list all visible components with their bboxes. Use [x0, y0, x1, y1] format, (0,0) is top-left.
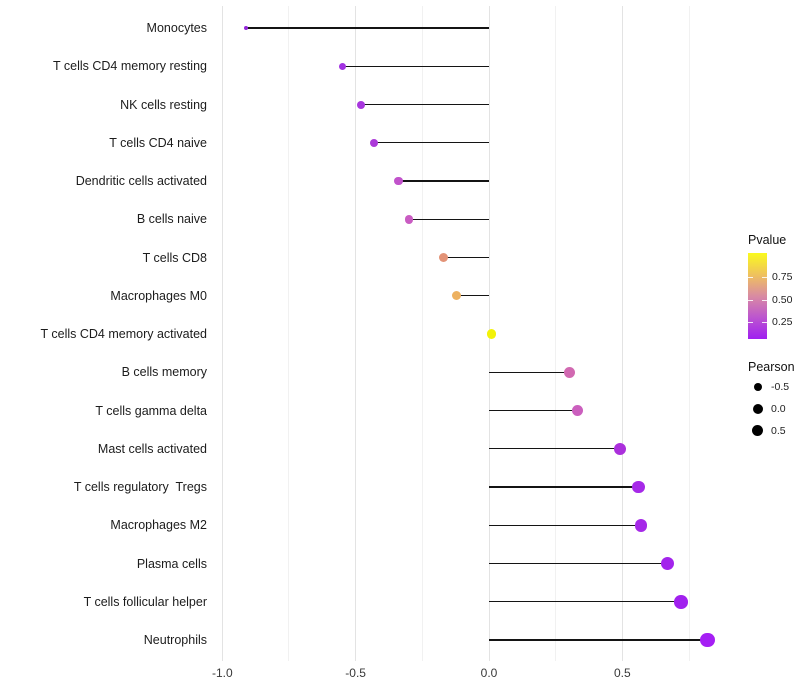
gridline-minor: [288, 6, 290, 661]
size-legend-dot: [752, 404, 763, 414]
x-axis-tick-label: 0.0: [480, 666, 498, 680]
category-label: Neutrophils: [143, 633, 207, 647]
gridline-minor: [421, 6, 423, 661]
category-label: B cells memory: [121, 365, 207, 380]
size-legend-label: 0.0: [771, 403, 786, 415]
colorbar-tick-mark: [762, 277, 767, 278]
category-label: T cells CD4 memory activated: [40, 327, 208, 341]
lollipop-dot: [613, 442, 626, 455]
lollipop-dot: [394, 176, 403, 186]
gridline-major: [221, 6, 223, 661]
lollipop-stem: [246, 27, 489, 29]
lollipop-dot: [486, 329, 497, 339]
colorbar-tick-label: 0.50: [772, 293, 793, 306]
lollipop-dot: [700, 632, 715, 648]
lollipop-stem: [374, 142, 489, 144]
lollipop-dot: [356, 100, 365, 109]
lollipop-dot: [338, 62, 347, 70]
size-legend-label: 0.5: [771, 424, 786, 437]
colorbar-tick-mark: [748, 299, 753, 301]
category-label: Dendritic cells activated: [75, 174, 207, 188]
colorbar-tick-label: 0.25: [772, 316, 793, 328]
x-axis-tick-label: -1.0: [211, 666, 233, 680]
lollipop-dot: [439, 253, 449, 262]
lollipop-stem: [489, 639, 708, 641]
lollipop-stem: [489, 371, 569, 373]
category-label: T cells follicular helper: [83, 594, 207, 609]
x-axis-tick-label: -0.5: [345, 666, 366, 680]
lollipop-dot: [661, 557, 675, 570]
lollipop-dot: [674, 595, 688, 609]
color-legend-title: Pvalue: [748, 233, 787, 247]
lollipop-dot: [370, 138, 379, 147]
category-label: T cells CD4 naive: [109, 135, 207, 150]
lollipop-stem: [489, 524, 642, 526]
lollipop-stem: [489, 562, 668, 565]
pvalue-colorbar: [748, 253, 767, 339]
category-label: B cells naive: [136, 212, 207, 227]
lollipop-dot: [244, 26, 249, 30]
x-axis-tick-label: 0.5: [614, 666, 631, 680]
category-label: Macrophages M2: [110, 518, 207, 533]
category-label: Plasma cells: [136, 556, 207, 571]
size-legend-title: Pearson: [748, 360, 795, 374]
gridline-major: [621, 6, 623, 661]
lollipop-stem: [456, 295, 489, 297]
size-legend-dot: [753, 383, 762, 391]
lollipop-dot: [634, 519, 648, 532]
category-label: T cells CD4 memory resting: [53, 59, 207, 74]
lollipop-dot: [571, 405, 583, 416]
lollipop-dot: [404, 215, 414, 224]
category-label: NK cells resting: [120, 97, 207, 112]
colorbar-tick-mark: [748, 277, 753, 278]
gridline-major: [355, 6, 357, 661]
lollipop-stem: [489, 448, 620, 450]
lollipop-stem: [398, 180, 489, 182]
gridline-minor: [688, 6, 690, 661]
colorbar-tick-mark: [762, 299, 767, 301]
category-label: Monocytes: [146, 21, 207, 35]
lollipop-stem: [443, 256, 489, 259]
size-legend-dot: [751, 424, 764, 437]
category-label: Mast cells activated: [97, 441, 207, 456]
lollipop-stem: [360, 103, 489, 106]
colorbar-tick-mark: [748, 322, 753, 323]
lollipop-dot: [452, 291, 462, 301]
lollipop-stem: [489, 486, 639, 488]
lollipop-stem: [342, 65, 489, 67]
category-label: T cells CD8: [142, 250, 207, 265]
lollipop-stem: [489, 601, 682, 603]
size-legend-label: -0.5: [771, 381, 790, 393]
lollipop-stem: [489, 409, 577, 412]
category-label: T cells regulatory Tregs: [73, 480, 207, 494]
gridline-minor: [555, 6, 557, 661]
lollipop-dot: [632, 480, 645, 494]
category-label: Macrophages M0: [110, 288, 207, 303]
category-label: T cells gamma delta: [95, 403, 207, 418]
lollipop-dot: [563, 366, 575, 378]
colorbar-tick-mark: [762, 322, 767, 323]
colorbar-tick-label: 0.75: [772, 271, 793, 283]
lollipop-stem: [408, 218, 489, 220]
